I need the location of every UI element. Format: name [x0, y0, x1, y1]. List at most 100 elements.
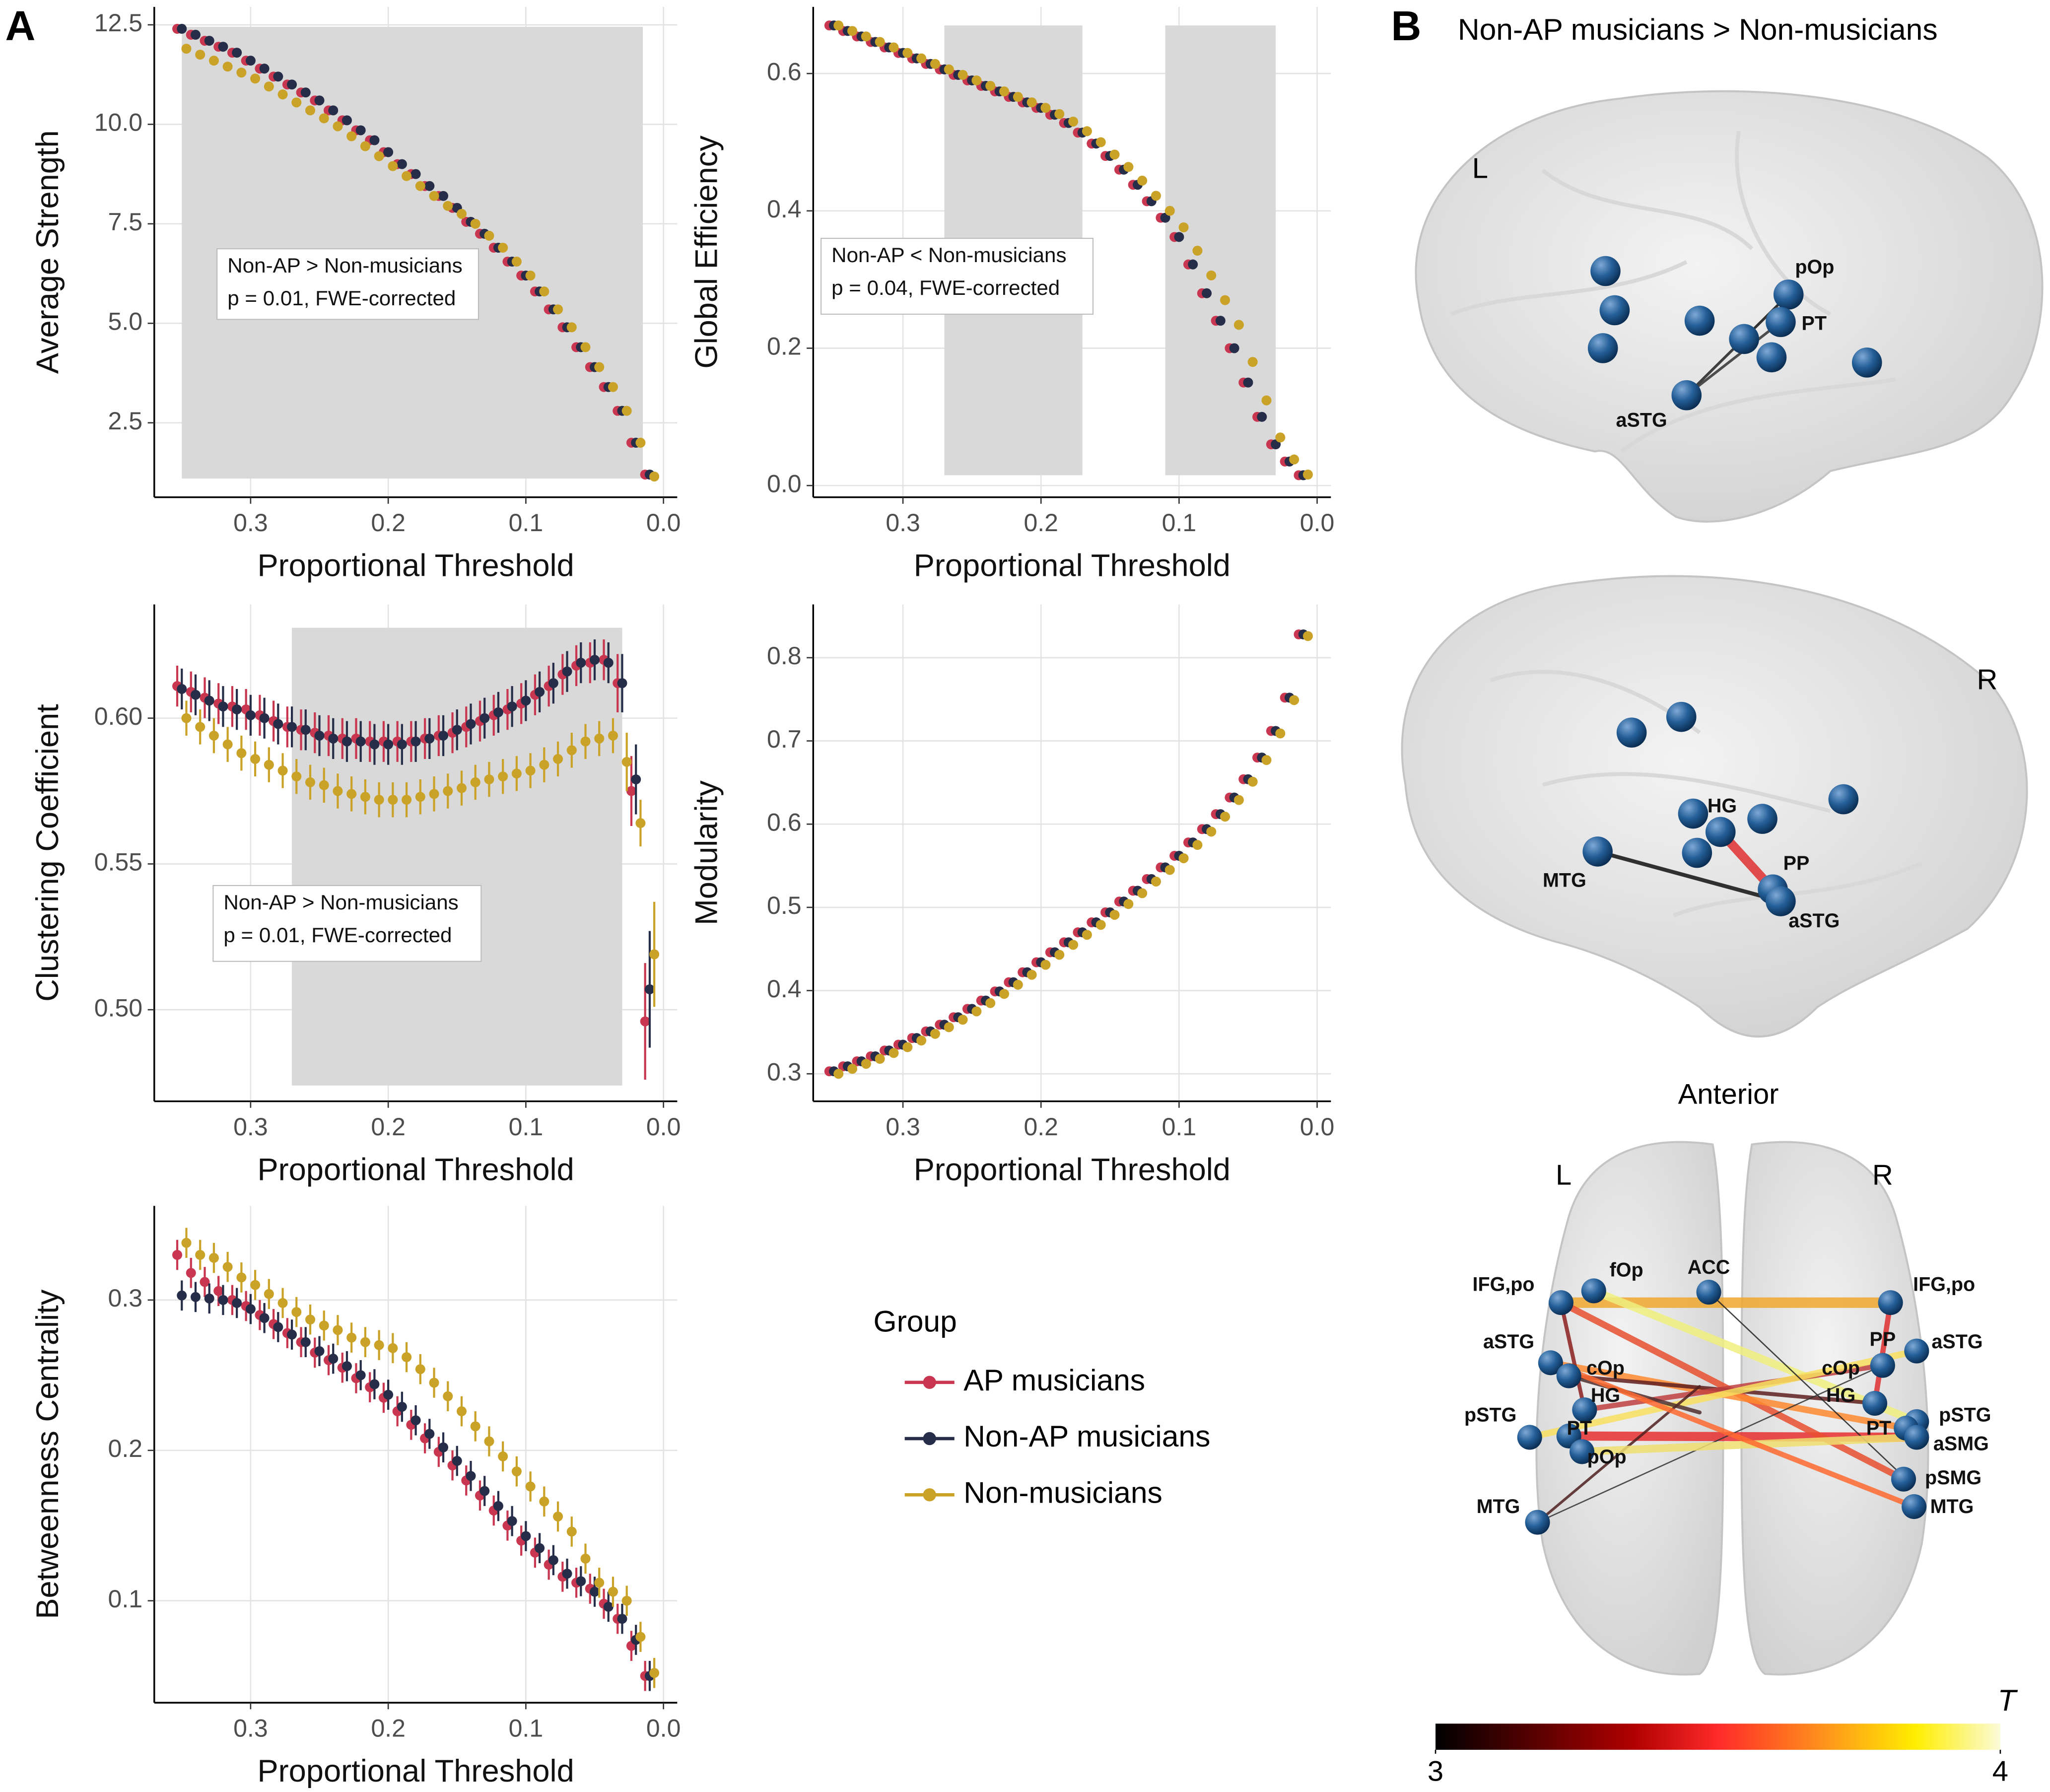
data-point: [1302, 469, 1313, 480]
network-edge: [1526, 1348, 1920, 1441]
data-point: [1275, 728, 1286, 739]
data-point: [314, 730, 325, 741]
data-point: [649, 1668, 660, 1678]
annotation: Non-AP < Non-musicians: [831, 243, 1066, 267]
data-point: [319, 780, 329, 790]
data-point: [957, 1015, 968, 1025]
data-point: [511, 257, 522, 267]
node-label: IFG,po: [1913, 1273, 1975, 1295]
node-label: HG: [1826, 1384, 1855, 1406]
data-point: [548, 678, 558, 689]
node-label: fOp: [1610, 1259, 1643, 1281]
y-axis-title: Global Efficiency: [689, 136, 724, 369]
data-point: [1082, 930, 1092, 940]
data-point: [250, 1280, 261, 1290]
brain-node: [1756, 342, 1787, 373]
data-point: [553, 304, 563, 315]
data-point: [916, 53, 927, 64]
data-point: [438, 730, 449, 741]
data-point: [456, 1406, 467, 1417]
x-tick-label: 0.3: [233, 509, 268, 537]
data-point: [287, 79, 297, 90]
data-point: [535, 687, 545, 697]
brain-node: [1851, 347, 1882, 378]
data-point: [287, 1329, 297, 1340]
data-point: [190, 1292, 201, 1302]
data-point: [1215, 316, 1226, 326]
x-tick-label: 0.1: [509, 1715, 544, 1742]
x-tick-label: 0.2: [371, 1715, 406, 1742]
data-point: [470, 777, 480, 787]
data-point: [346, 1332, 357, 1343]
data-point: [342, 736, 352, 747]
data-point: [971, 75, 982, 85]
legend-label: AP musicians: [963, 1363, 1145, 1397]
data-point: [1109, 909, 1120, 920]
y-tick-label: 0.6: [767, 808, 802, 836]
data-point: [875, 1054, 885, 1064]
data-point: [525, 765, 536, 776]
y-tick-label: 0.4: [767, 195, 802, 223]
data-point: [374, 1340, 384, 1350]
x-tick-label: 0.2: [1024, 1113, 1058, 1141]
data-point: [374, 151, 384, 161]
data-point: [305, 1314, 316, 1325]
brain-node: [1891, 1466, 1916, 1492]
brain-node: [1548, 1290, 1573, 1315]
data-point: [498, 242, 508, 253]
y-axis-title: Betweenness Centrality: [30, 1289, 65, 1619]
data-point: [957, 69, 968, 80]
data-point: [383, 739, 394, 750]
x-tick-label: 0.2: [371, 509, 406, 537]
data-point: [1289, 454, 1299, 465]
data-point: [902, 48, 913, 58]
data-point: [355, 125, 366, 136]
y-axis-title: Average Strength: [30, 130, 65, 374]
data-point: [1178, 222, 1189, 232]
data-point: [443, 1391, 453, 1401]
brain-node: [1678, 798, 1708, 829]
data-point: [200, 1277, 210, 1287]
plot: 2.5 5.0 7.5 10.0 12.5 0.3 0.2 0.1 0.0 Proportiona…: [30, 6, 681, 583]
data-point: [190, 689, 201, 700]
data-point: [402, 1352, 412, 1363]
data-point: [539, 286, 549, 297]
data-point: [319, 1320, 329, 1331]
data-point: [553, 754, 563, 764]
data-point: [232, 704, 242, 715]
data-point: [1123, 162, 1134, 172]
data-point: [548, 1555, 558, 1565]
data-point: [930, 59, 940, 69]
brain-node: [1572, 1397, 1597, 1423]
data-point: [1068, 940, 1079, 950]
x-tick-label: 0.0: [646, 1113, 681, 1141]
data-point: [1151, 191, 1161, 201]
node-label: aSTG: [1616, 409, 1667, 431]
brain-node: [1666, 701, 1697, 732]
annotation: p = 0.04, FWE-corrected: [831, 276, 1060, 299]
annotation-box: [820, 238, 1094, 315]
data-point: [608, 382, 618, 392]
node-label: PT: [1802, 312, 1827, 334]
data-point: [300, 725, 311, 735]
brain-node: [1556, 1363, 1581, 1388]
data-point: [388, 795, 398, 805]
data-point: [388, 161, 398, 171]
data-point: [424, 181, 435, 191]
data-point: [833, 20, 844, 31]
data-point: [204, 695, 214, 706]
data-point: [888, 1048, 899, 1058]
brain-node: [1747, 804, 1777, 834]
x-tick-label: 0.1: [1162, 509, 1197, 537]
data-point: [374, 795, 384, 805]
network-edge: [1548, 1360, 1917, 1510]
brain-node: [1766, 307, 1796, 337]
data-point: [383, 147, 394, 157]
x-tick-label: 0.0: [1300, 509, 1335, 537]
data-point: [1257, 412, 1267, 422]
data-point: [566, 1526, 577, 1537]
node-label: cOp: [1586, 1357, 1625, 1379]
node-label: PT: [1866, 1417, 1891, 1439]
brain-right-lateral: [1401, 575, 2028, 1038]
y-tick-label: 0.2: [767, 333, 802, 360]
